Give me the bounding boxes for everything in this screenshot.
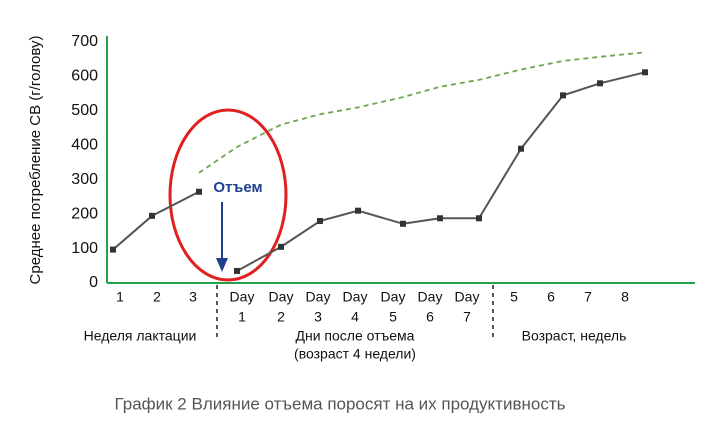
y-tick-label: 500: [71, 102, 98, 119]
point: [437, 215, 443, 222]
x-tick-label: 2: [153, 289, 161, 305]
x-tick-label: 5: [510, 289, 518, 305]
x-tick-label: Day: [269, 289, 294, 305]
highlight-ellipse: [168, 108, 288, 282]
point: [196, 188, 202, 195]
x-tick-label: 7: [463, 309, 471, 325]
series-line: [198, 51, 646, 174]
group-label: Возраст, недель: [522, 328, 627, 344]
annotation: Отъем: [213, 179, 262, 196]
point: [278, 243, 284, 250]
x-tick-label: 5: [389, 309, 397, 325]
y-axis-label: Среднее потребление СВ (г/голову): [27, 36, 44, 285]
x-tick-label: 3: [314, 309, 322, 325]
x-tick-label: Day: [455, 289, 480, 305]
y-tick-label: 400: [71, 137, 98, 154]
x-tick-label: 1: [116, 289, 124, 305]
point: [400, 220, 406, 227]
y-tick-label: 600: [71, 68, 98, 85]
x-tick-label: Day: [418, 289, 443, 305]
y-tick-label: 100: [71, 240, 98, 257]
series-line: [236, 71, 646, 272]
point: [317, 218, 323, 225]
y-tick-label: 0: [89, 274, 98, 291]
series-line: [112, 190, 200, 251]
point: [149, 212, 155, 219]
y-tick-label: 700: [71, 33, 98, 50]
x-tick-label: 1: [238, 309, 246, 325]
point: [642, 69, 648, 76]
group-label: (возраст 4 недели): [294, 346, 416, 362]
point: [560, 92, 566, 99]
caption: График 2 Влияние отъема поросят на их пр…: [115, 394, 566, 413]
x-tick-label: 8: [621, 289, 629, 305]
y-tick-label: 200: [71, 205, 98, 222]
group-label: Дни после отъема: [296, 328, 415, 344]
x-tick-label: 7: [584, 289, 592, 305]
point: [518, 145, 524, 152]
x-tick-label: Day: [306, 289, 331, 305]
x-tick-label: Day: [381, 289, 406, 305]
group-label: Неделя лактации: [84, 328, 197, 344]
y-tick-label: 300: [71, 171, 98, 188]
point: [110, 246, 116, 253]
x-tick-label: 6: [426, 309, 434, 325]
arrow-head: [216, 258, 228, 272]
point: [234, 267, 240, 274]
x-tick-label: 2: [277, 309, 285, 325]
x-tick-label: 6: [547, 289, 555, 305]
point: [476, 215, 482, 222]
point: [597, 80, 603, 87]
x-tick-label: 3: [189, 289, 197, 305]
x-tick-label: Day: [343, 289, 368, 305]
x-tick-label: 4: [351, 309, 359, 325]
point: [355, 207, 361, 214]
x-tick-label: Day: [230, 289, 255, 305]
